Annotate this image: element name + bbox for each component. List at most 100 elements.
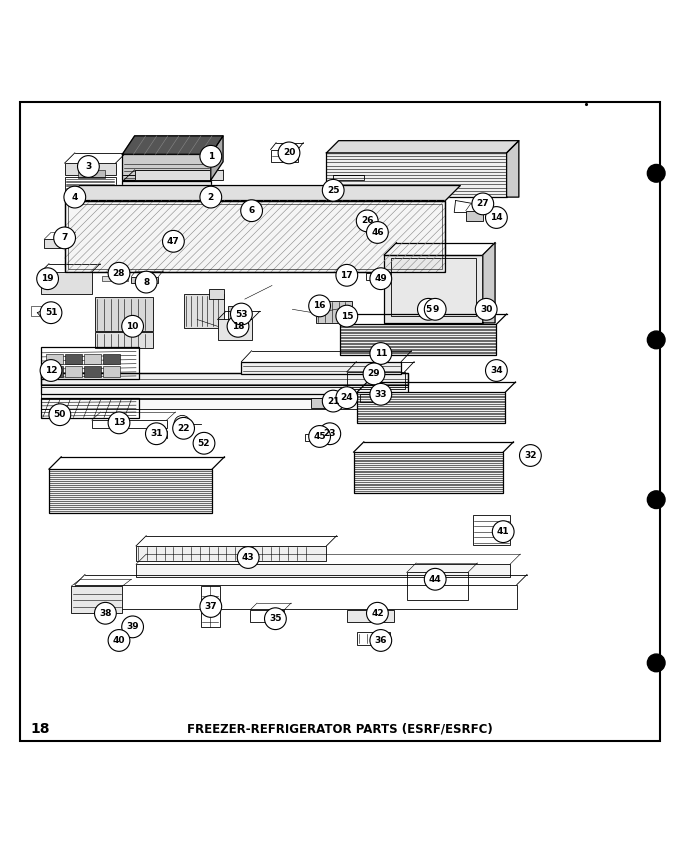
Circle shape	[322, 390, 344, 412]
Text: 34: 34	[490, 366, 503, 375]
Polygon shape	[507, 141, 519, 197]
Circle shape	[486, 360, 507, 381]
Text: 37: 37	[205, 602, 217, 611]
Text: 11: 11	[375, 349, 387, 358]
Bar	[41, 373, 408, 395]
Text: 39: 39	[126, 622, 139, 631]
Bar	[209, 289, 224, 299]
Circle shape	[370, 268, 392, 290]
Text: 36: 36	[375, 636, 387, 645]
Circle shape	[363, 363, 385, 384]
Bar	[122, 154, 211, 180]
Text: 52: 52	[198, 438, 210, 448]
Text: 30: 30	[480, 305, 492, 314]
Text: FREEZER-REFRIGERATOR PARTS (ESRF/ESRFC): FREEZER-REFRIGERATOR PARTS (ESRF/ESRFC)	[187, 722, 493, 735]
Bar	[102, 276, 128, 282]
Text: 13: 13	[113, 418, 125, 427]
Text: 16: 16	[313, 302, 326, 310]
Bar	[49, 469, 212, 513]
Bar	[41, 272, 92, 293]
Bar	[364, 226, 379, 233]
Bar	[357, 632, 390, 645]
Text: 35: 35	[269, 615, 282, 623]
Circle shape	[336, 305, 358, 327]
Bar	[333, 395, 355, 402]
Circle shape	[193, 432, 215, 454]
Bar	[316, 301, 352, 323]
Circle shape	[647, 164, 665, 182]
Circle shape	[647, 491, 665, 508]
Circle shape	[319, 423, 341, 444]
Text: 4: 4	[71, 192, 78, 201]
Text: 53: 53	[235, 309, 248, 319]
Text: 21: 21	[327, 396, 339, 405]
Bar	[250, 609, 284, 622]
Polygon shape	[326, 141, 519, 153]
Text: 46: 46	[371, 228, 384, 237]
Text: 18: 18	[232, 322, 244, 330]
Circle shape	[122, 616, 143, 638]
Bar	[360, 395, 381, 402]
Text: 25: 25	[327, 185, 339, 195]
Text: 26: 26	[361, 217, 373, 225]
Circle shape	[418, 298, 439, 320]
Circle shape	[486, 207, 507, 228]
Text: 29: 29	[368, 369, 380, 379]
Bar	[84, 366, 101, 377]
Text: 33: 33	[375, 389, 387, 399]
Circle shape	[265, 608, 286, 630]
Bar	[84, 353, 101, 364]
Bar	[41, 373, 408, 385]
Circle shape	[163, 230, 184, 252]
Bar	[326, 153, 507, 197]
Text: 3: 3	[85, 162, 92, 171]
Bar	[65, 163, 116, 175]
Bar	[71, 586, 122, 613]
Circle shape	[370, 384, 392, 405]
Bar	[305, 434, 322, 441]
Circle shape	[78, 156, 99, 177]
Bar	[473, 515, 510, 545]
Bar	[391, 258, 476, 316]
Bar	[407, 572, 468, 599]
Circle shape	[370, 342, 392, 364]
Circle shape	[146, 423, 167, 444]
Bar	[201, 586, 220, 627]
Bar	[354, 452, 503, 493]
Circle shape	[174, 416, 190, 432]
Circle shape	[227, 315, 249, 337]
Polygon shape	[483, 243, 495, 323]
Text: 27: 27	[477, 200, 489, 208]
Text: 2: 2	[207, 192, 214, 201]
Circle shape	[237, 546, 259, 568]
Text: 8: 8	[143, 277, 150, 287]
Bar	[197, 438, 211, 445]
Text: 18: 18	[31, 722, 50, 736]
Bar	[136, 546, 326, 561]
Bar	[218, 319, 252, 340]
Text: 17: 17	[341, 271, 353, 280]
Bar	[366, 273, 385, 280]
Bar	[65, 201, 445, 272]
Text: 49: 49	[375, 274, 387, 283]
Circle shape	[367, 222, 388, 244]
Bar	[146, 431, 167, 438]
Bar	[347, 372, 405, 389]
Text: 10: 10	[126, 322, 139, 330]
Bar	[347, 609, 394, 622]
Bar	[92, 420, 167, 428]
Text: 41: 41	[497, 527, 509, 536]
Text: 42: 42	[371, 609, 384, 618]
Polygon shape	[65, 185, 460, 201]
Circle shape	[49, 404, 71, 426]
Circle shape	[122, 315, 143, 337]
Text: 40: 40	[113, 636, 125, 645]
Bar	[122, 181, 211, 194]
Bar	[78, 170, 105, 178]
Bar	[75, 585, 517, 609]
Circle shape	[424, 568, 446, 590]
Circle shape	[200, 186, 222, 208]
Bar	[65, 201, 445, 272]
Text: 38: 38	[99, 609, 112, 618]
Circle shape	[200, 596, 222, 617]
